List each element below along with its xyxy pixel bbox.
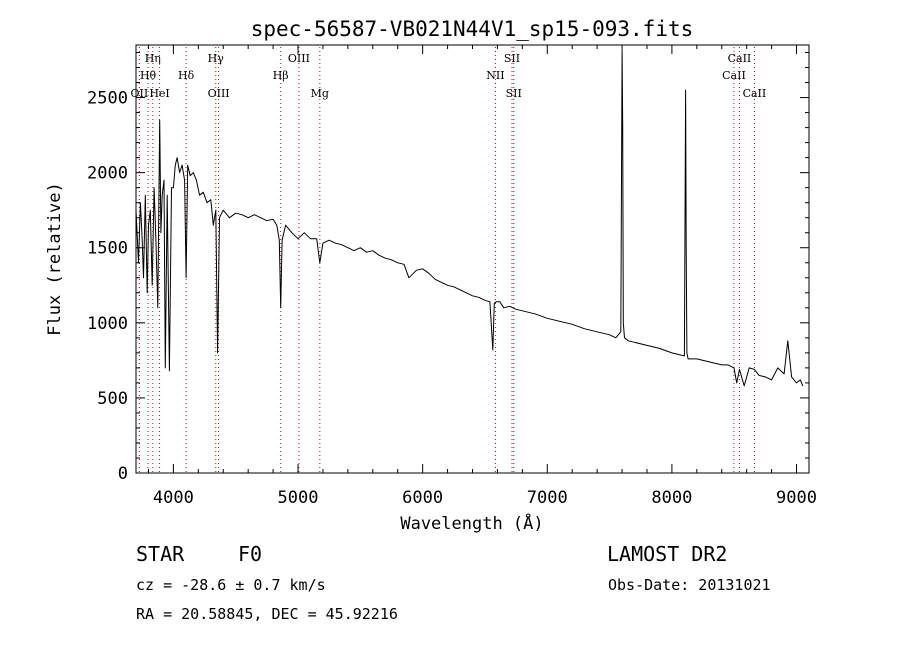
object-class: STAR — [136, 542, 185, 566]
spectral-line-label: Hβ — [273, 69, 289, 82]
spectral-line-label: NII — [486, 69, 504, 82]
spectrum-line — [135, 49, 804, 387]
obs-date: Obs-Date: 20131021 — [608, 576, 771, 594]
x-tick-label: 5000 — [278, 488, 319, 508]
y-tick-label: 2500 — [87, 89, 128, 109]
spectral-line-label: Hδ — [178, 69, 195, 82]
spectral-line-label: CaII — [743, 87, 767, 100]
y-tick-label: 0 — [118, 464, 128, 484]
y-tick-label: 1500 — [87, 239, 128, 259]
y-tick-label: 2000 — [87, 164, 128, 184]
survey-name: LAMOST DR2 — [607, 542, 728, 566]
y-axis-label: Flux (relative) — [45, 182, 65, 336]
ra-dec: RA = 20.58845, DEC = 45.92216 — [136, 605, 398, 623]
spectral-line-label: OIII — [208, 87, 230, 100]
spectral-line-label: Hγ — [208, 52, 225, 65]
chart-title: spec-56587-VB021N44V1_sp15-093.fits — [251, 17, 694, 41]
plot-frame — [135, 44, 810, 474]
x-axis-label: Wavelength (Å) — [400, 512, 543, 534]
x-tick-label: 7000 — [527, 488, 568, 508]
spectral-line-label: CaII — [728, 52, 752, 65]
y-tick-label: 1000 — [87, 314, 128, 334]
spectral-line-label: SII — [506, 87, 522, 100]
x-tick-label: 6000 — [402, 488, 443, 508]
spectral-line-label: HeI — [149, 87, 169, 100]
x-tick-label: 8000 — [651, 488, 692, 508]
x-tick-label: 4000 — [153, 488, 194, 508]
spectral-line-label: SII — [504, 52, 520, 65]
spectral-line-label: OII — [131, 87, 149, 100]
spectral-line-label: Mg — [311, 87, 329, 100]
spectral-line-label: CaII — [722, 69, 746, 82]
subclass: F0 — [238, 542, 263, 566]
spectral-line-label: Hη — [145, 52, 161, 65]
spectral-line-label: Hθ — [140, 69, 157, 82]
spectral-line-label: OIII — [288, 52, 310, 65]
redshift-cz: cz = -28.6 ± 0.7 km/s — [136, 576, 326, 594]
x-tick-label: 9000 — [776, 488, 817, 508]
axis-ticks: 4000 5000 6000 7000 8000 9000 0 500 1000 1500 2000… — [87, 45, 817, 508]
spectrum-series — [135, 49, 804, 387]
y-tick-label: 500 — [97, 389, 128, 409]
